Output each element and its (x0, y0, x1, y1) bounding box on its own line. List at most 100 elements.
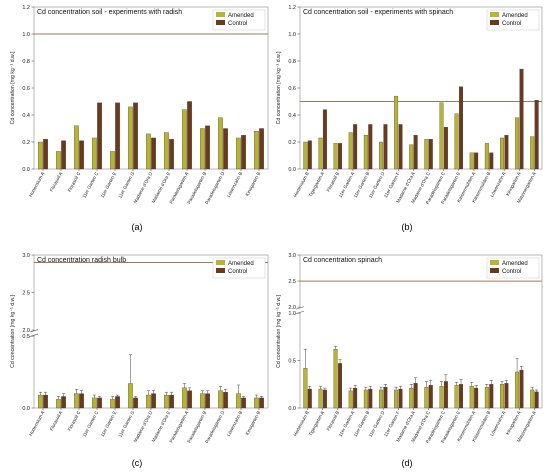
x-tick-label: Madame d'Ora E (151, 171, 172, 204)
y-tick-label: 1.0 (22, 32, 30, 38)
legend-label: Control (228, 21, 247, 27)
bar-amended (454, 113, 459, 170)
x-tick-label: Paradeisgarten A (168, 170, 189, 204)
x-tick-label: Löwenzahn B (226, 171, 243, 198)
y-tick-label: 0.5 (22, 334, 30, 340)
bar-amended (515, 117, 520, 170)
plot-frame (33, 6, 269, 170)
y-tick-label: 0.0 (22, 406, 30, 412)
bar-control (241, 397, 246, 409)
panel-label: (a) (132, 222, 143, 232)
legend-label: Control (228, 269, 247, 275)
bar-control (519, 68, 524, 170)
bar-control (534, 100, 539, 170)
bar-amended (164, 132, 169, 170)
bar-amended (348, 390, 353, 409)
chart-panel-3: 0.0 0.5 1.02.0 2.5 3.0 Cd concentration [mg k… (276, 253, 543, 468)
bar-control (353, 387, 358, 409)
bar-amended (303, 368, 308, 409)
bar-amended (454, 385, 459, 409)
x-tick-label: Florasoil B (326, 171, 341, 193)
bar-amended (318, 137, 323, 170)
bar-amended (218, 390, 223, 409)
bar-control (79, 393, 84, 409)
bar-amended (409, 144, 414, 170)
bar-control (115, 102, 120, 170)
x-tick-label: 11er Garten C (81, 410, 99, 438)
bar-amended (146, 133, 151, 170)
bar-control (534, 391, 539, 409)
y-tick-label: 0.8 (22, 59, 30, 65)
x-tick-label: Paradeisgarten D (204, 171, 226, 206)
bar-control (322, 109, 327, 170)
x-tick-label: Kinogarten B (244, 171, 261, 197)
bar-amended (333, 143, 338, 170)
bar-control (151, 393, 156, 409)
y-tick-label: 0.0 (288, 167, 296, 173)
bar-amended (128, 383, 133, 409)
bar-amended (469, 152, 474, 170)
x-tick-label: Madame d'Ora E (151, 410, 172, 443)
bar-amended (110, 399, 115, 409)
bar-control (519, 369, 524, 409)
chart-panel-1: 0.0 0.2 0.4 0.6 0.8 1.0 1.2 Cd concentration [m… (276, 5, 543, 232)
y-tick-label: 0.4 (288, 113, 296, 119)
legend-box (212, 9, 266, 31)
legend-swatch (216, 12, 225, 17)
bar-amended (254, 131, 259, 170)
bar-control (133, 397, 138, 409)
y-tick-label: 0.0 (22, 167, 30, 173)
legend-swatch (490, 20, 499, 25)
bar-control (43, 139, 48, 170)
bar-control (428, 385, 433, 409)
axis-break-gap (30, 330, 38, 336)
bar-control (205, 125, 210, 170)
x-tick-label: 11er Garten E (100, 410, 118, 438)
bar-amended (92, 397, 97, 409)
x-tick-label: Florasoil B (326, 410, 341, 432)
axis-break-mark (29, 333, 39, 337)
bar-control (338, 363, 342, 409)
bar-control (322, 389, 327, 409)
x-tick-label: Hortensium A (28, 409, 46, 437)
bar-amended (164, 394, 169, 409)
bar-amended (236, 393, 241, 409)
bar-amended (236, 137, 241, 170)
y-tick-label: 1.2 (288, 5, 296, 11)
bar-control (413, 383, 418, 409)
bar-amended (379, 141, 383, 170)
bar-amended (200, 393, 205, 409)
x-tick-label: 11er Garten G (117, 171, 135, 199)
legend-label: Amended (502, 13, 528, 19)
bar-control (259, 128, 264, 170)
legend-swatch (490, 12, 499, 17)
bar-amended (146, 394, 151, 409)
bar-control (61, 396, 66, 409)
y-tick-label: 2.5 (22, 291, 30, 297)
bar-amended (110, 151, 115, 170)
bar-control (223, 392, 228, 409)
bar-amended (379, 389, 383, 409)
y-tick-label: 0.6 (22, 86, 30, 92)
x-tick-label: Madame d'Ora D (133, 410, 154, 444)
legend-label: Control (502, 21, 521, 27)
bar-amended (318, 388, 323, 409)
x-tick-label: Hortensium B (292, 410, 309, 437)
bar-amended (439, 102, 444, 170)
legend-swatch (490, 268, 499, 273)
bar-amended (74, 393, 79, 409)
x-tick-label: Hortensium B (292, 171, 309, 198)
bar-amended (515, 371, 520, 409)
x-tick-label: Kinogarten A (505, 409, 522, 435)
bar-control (489, 152, 494, 170)
bar-control (443, 127, 448, 170)
bar-control (169, 394, 174, 409)
bar-control (398, 388, 403, 409)
y-tick-label: 2.0 (288, 305, 296, 311)
panel-label: (b) (402, 222, 413, 232)
bar-control (43, 394, 48, 409)
legend-swatch (490, 260, 499, 265)
bar-control (353, 124, 358, 170)
bar-amended (484, 386, 489, 409)
bar-control (307, 388, 312, 409)
